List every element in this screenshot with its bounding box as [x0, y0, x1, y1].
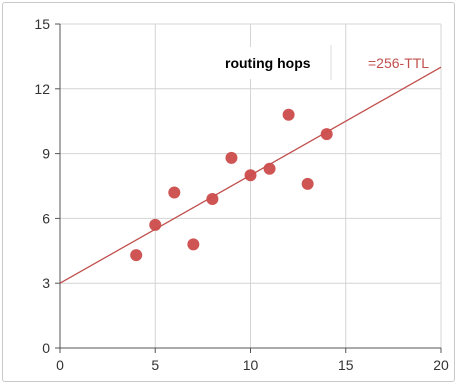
- legend: routing hops: [217, 45, 335, 80]
- data-point: [168, 186, 181, 199]
- data-points-layer: [130, 108, 333, 262]
- x-tick-label: 10: [243, 357, 259, 373]
- y-tick-label: 12: [34, 81, 50, 97]
- data-point: [244, 169, 257, 182]
- data-point: [206, 192, 219, 205]
- data-point: [149, 218, 162, 231]
- y-tick-label: 15: [34, 16, 50, 32]
- x-axis-ticks: 0 5 10 15 20: [56, 348, 449, 373]
- data-point: [225, 151, 238, 164]
- y-tick-label: 3: [42, 275, 50, 291]
- trend-line-annotation: =256-TTL: [368, 55, 429, 71]
- legend-background: [217, 47, 335, 79]
- data-point: [130, 249, 143, 262]
- data-point: [301, 177, 314, 190]
- data-point: [282, 108, 295, 121]
- x-tick-label: 5: [151, 357, 159, 373]
- x-tick-label: 20: [433, 357, 449, 373]
- data-point: [187, 238, 200, 251]
- y-tick-label: 9: [42, 146, 50, 162]
- legend-label: routing hops: [225, 55, 311, 71]
- grid-lines: [60, 23, 442, 348]
- data-point: [320, 128, 333, 141]
- y-tick-label: 6: [42, 210, 50, 226]
- data-point: [263, 162, 276, 175]
- x-tick-label: 15: [338, 357, 354, 373]
- y-axis-ticks: 0 3 6 9 12 15: [34, 16, 60, 356]
- x-tick-label: 0: [56, 357, 64, 373]
- y-tick-label: 0: [42, 340, 50, 356]
